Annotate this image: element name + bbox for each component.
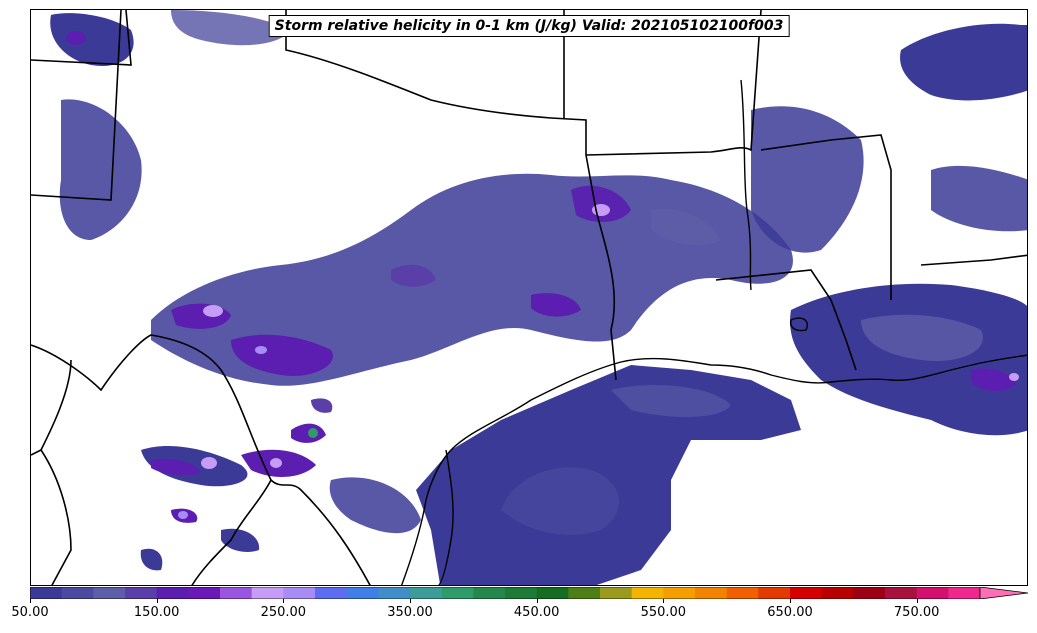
colorbar-tick-label: 550.00 bbox=[640, 605, 687, 620]
colorbar-segment bbox=[536, 587, 569, 599]
colorbar-tick-label: 250.00 bbox=[260, 605, 307, 620]
helicity-field-texas bbox=[151, 173, 793, 386]
colorbar-tick-label: 650.00 bbox=[767, 605, 813, 620]
helicity-field-northeast bbox=[751, 23, 1027, 253]
colorbar-segment bbox=[30, 587, 63, 599]
helicity-field-gulf bbox=[416, 365, 801, 585]
colorbar-segment bbox=[885, 587, 918, 599]
colorbar-segment bbox=[441, 587, 474, 599]
colorbar-segment bbox=[568, 587, 601, 599]
colorbar bbox=[30, 587, 1029, 599]
colorbar-tick-mark bbox=[410, 599, 411, 603]
colorbar-segment bbox=[473, 587, 506, 599]
colorbar-segment bbox=[220, 587, 253, 599]
colorbar-segment bbox=[125, 587, 158, 599]
colorbar-segment bbox=[410, 587, 443, 599]
colorbar-segment bbox=[505, 587, 538, 599]
colorbar-segment bbox=[631, 587, 664, 599]
colorbar-segment bbox=[283, 587, 316, 599]
colorbar-segment bbox=[378, 587, 411, 599]
colorbar-segment bbox=[93, 587, 126, 599]
colorbar-tick-label: 350.00 bbox=[387, 605, 433, 620]
colorbar-segment bbox=[315, 587, 348, 599]
colorbar-tick-label: 450.00 bbox=[513, 605, 560, 620]
colorbar-segment bbox=[663, 587, 696, 599]
colorbar-segment bbox=[948, 587, 981, 599]
helicity-map bbox=[31, 10, 1027, 585]
colorbar-tick-mark bbox=[790, 599, 791, 603]
colorbar-segment bbox=[61, 587, 94, 599]
colorbar-tick-label: 150.00 bbox=[133, 605, 180, 620]
helicity-field-northwest bbox=[50, 10, 291, 241]
helicity-field-east bbox=[790, 283, 1027, 436]
map-panel: Storm relative helicity in 0-1 km (J/kg)… bbox=[30, 9, 1028, 586]
colorbar-segment bbox=[790, 587, 823, 599]
colorbar-segment bbox=[916, 587, 949, 599]
colorbar-tick-mark bbox=[536, 599, 538, 603]
colorbar-tick-mark bbox=[283, 599, 285, 603]
colorbar-segment bbox=[346, 587, 379, 599]
colorbar-tick-mark bbox=[916, 599, 918, 603]
political-boundaries bbox=[31, 10, 1027, 585]
map-title: Storm relative helicity in 0-1 km (J/kg)… bbox=[268, 15, 790, 37]
colorbar-segment bbox=[156, 587, 189, 599]
colorbar-segment bbox=[821, 587, 854, 599]
colorbar-segment bbox=[726, 587, 759, 599]
coastline bbox=[400, 79, 1027, 585]
colorbar-segment bbox=[758, 587, 791, 599]
colorbar-tick-label: 750.00 bbox=[893, 605, 940, 620]
colorbar-tick-mark bbox=[156, 599, 158, 603]
colorbar-tick-mark bbox=[663, 599, 665, 603]
colorbar-tick-label: 50.00 bbox=[11, 605, 49, 620]
colorbar-segment bbox=[853, 587, 886, 599]
helicity-field-southwest bbox=[140, 398, 421, 571]
colorbar-segment bbox=[251, 587, 284, 599]
colorbar-extend-arrow bbox=[979, 587, 1029, 599]
colorbar-tick-mark bbox=[30, 599, 31, 603]
colorbar-segment bbox=[600, 587, 633, 599]
colorbar-segment bbox=[188, 587, 221, 599]
colorbar-segment bbox=[695, 587, 728, 599]
